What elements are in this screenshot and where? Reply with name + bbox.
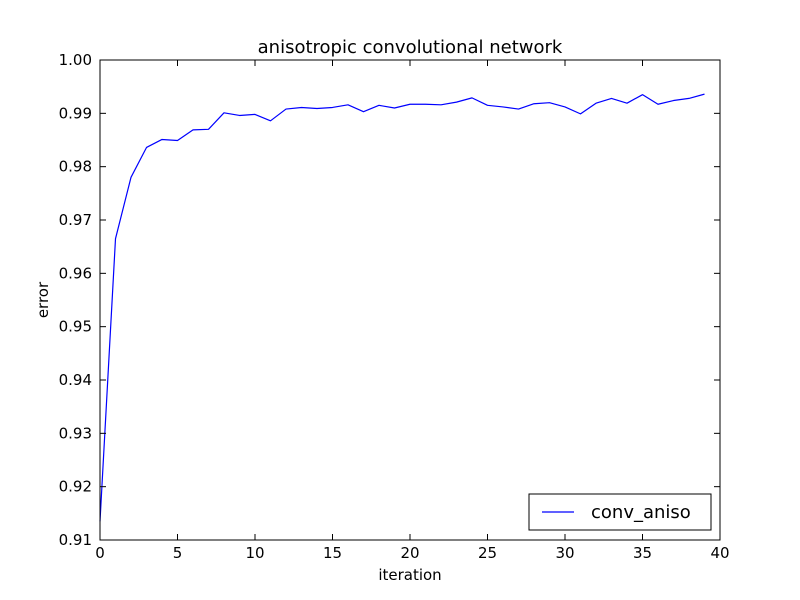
series-line-conv_aniso bbox=[99, 93, 705, 522]
x-axis-label: iteration bbox=[378, 566, 441, 584]
y-tick-label: 0.92 bbox=[59, 478, 92, 496]
y-tick-label: 0.99 bbox=[59, 104, 92, 122]
x-tick-label: 40 bbox=[710, 544, 729, 562]
x-tick-label: 0 bbox=[95, 544, 105, 562]
legend-label: conv_aniso bbox=[591, 502, 691, 523]
y-tick-label: 1.00 bbox=[59, 51, 92, 69]
x-tick-label: 10 bbox=[245, 544, 264, 562]
plot-area: 0 5 10 15 20 25 30 35 40 0.91 0.92 0.93 0.94 0.95 0.96… bbox=[59, 51, 730, 562]
y-tick-label: 0.94 bbox=[59, 371, 92, 389]
chart-title: anisotropic convolutional network bbox=[258, 37, 563, 58]
x-tick-label: 30 bbox=[555, 544, 574, 562]
x-tick-label: 35 bbox=[633, 544, 652, 562]
legend: conv_aniso bbox=[528, 493, 712, 531]
y-tick-label: 0.96 bbox=[59, 264, 92, 282]
x-tick-label: 15 bbox=[323, 544, 342, 562]
y-tick-label: 0.93 bbox=[59, 424, 92, 442]
x-tick-label: 20 bbox=[400, 544, 419, 562]
x-tick-label: 5 bbox=[173, 544, 183, 562]
y-axis-label: error bbox=[34, 281, 52, 318]
y-tick-label: 0.95 bbox=[59, 318, 92, 336]
y-tick-label: 0.91 bbox=[59, 531, 92, 549]
y-tick-label: 0.98 bbox=[59, 158, 92, 176]
y-tick-label: 0.97 bbox=[59, 211, 92, 229]
x-tick-label: 25 bbox=[478, 544, 497, 562]
